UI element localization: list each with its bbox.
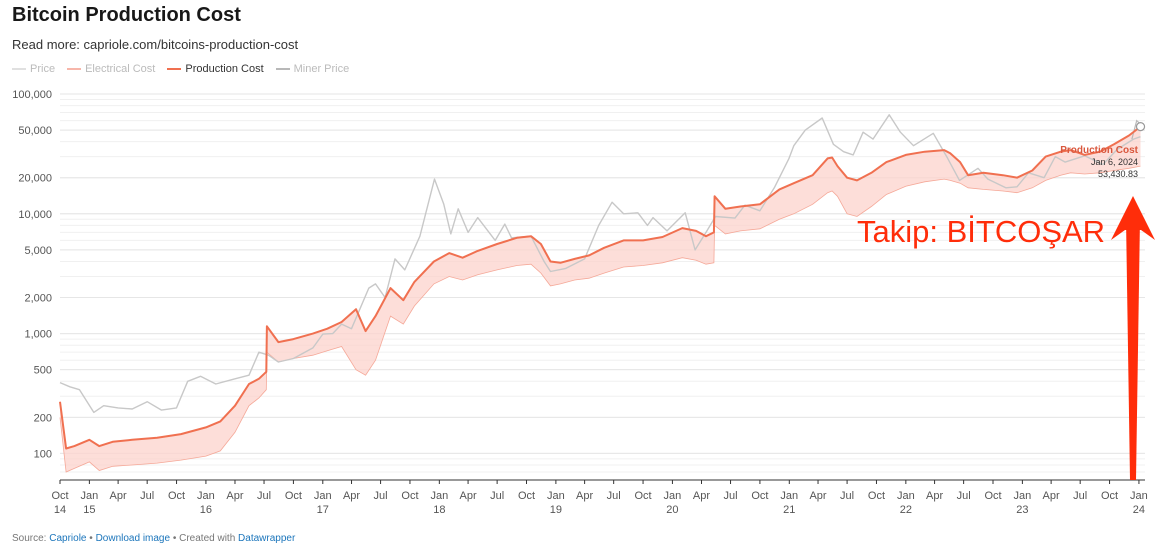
y-tick-label: 5,000: [24, 245, 52, 257]
legend-label-price: Price: [30, 63, 56, 75]
x-tick-year-label: 24: [1133, 504, 1145, 516]
y-tick-label: 100,000: [12, 89, 52, 101]
x-tick-label: Jul: [957, 490, 971, 502]
x-tick-label: Jan: [314, 490, 332, 502]
x-tick-label: Apr: [343, 490, 360, 502]
x-tick-label: Apr: [1043, 490, 1060, 502]
x-tick-label: Oct: [285, 490, 302, 502]
legend-label-electrical-cost: Electrical Cost: [85, 63, 156, 75]
footer-sep-1: •: [86, 533, 96, 544]
x-tick-label: Oct: [984, 490, 1001, 502]
x-tick-year-label: 14: [54, 504, 66, 516]
x-tick-year-label: 21: [783, 504, 795, 516]
x-tick-label: Apr: [809, 490, 826, 502]
x-tick-label: Apr: [110, 490, 127, 502]
electrical-cost-line: [59, 165, 1141, 473]
tooltip-value: 53,430.83: [1098, 169, 1138, 179]
legend-label-production-cost: Production Cost: [185, 63, 264, 75]
download-image-link[interactable]: Download image: [95, 533, 171, 544]
up-arrow-icon: [1111, 196, 1155, 480]
arrow-shaft: [1126, 218, 1140, 480]
tooltip: Production Cost Jan 6, 2024 53,430.83: [1060, 122, 1146, 179]
electrical-cost-band: [60, 126, 1141, 472]
source-link[interactable]: Capriole: [49, 533, 87, 544]
x-tick-year-label: 20: [666, 504, 678, 516]
x-tick-year-label: 17: [317, 504, 329, 516]
x-tick-year-label: 22: [900, 504, 912, 516]
y-tick-label: 2,000: [24, 293, 52, 305]
x-tick-year-label: 19: [550, 504, 562, 516]
footer: Source: Capriole • Download image • Crea…: [12, 533, 295, 544]
y-tick-label: 20,000: [18, 173, 52, 185]
tooltip-marker: [1135, 122, 1146, 132]
legend-item-electrical-cost[interactable]: Electrical Cost: [67, 63, 155, 75]
legend-swatch-production-cost: [167, 68, 182, 70]
y-tick-label: 500: [34, 365, 52, 377]
y-tick-label: 10,000: [18, 209, 52, 221]
y-tick-label: 50,000: [18, 125, 52, 137]
y-tick-label: 200: [34, 412, 52, 424]
x-tick-label: Jan: [780, 490, 798, 502]
x-tick-label: Jan: [547, 490, 565, 502]
x-tick-label: Apr: [226, 490, 243, 502]
legend: Price Electrical Cost Production Cost Mi…: [12, 63, 349, 75]
x-tick-label: Jul: [374, 490, 388, 502]
x-tick-label: Jan: [430, 490, 448, 502]
x-tick-year-label: 18: [433, 504, 445, 516]
y-tick-label: 1,000: [24, 329, 52, 341]
x-tick-label: Apr: [576, 490, 593, 502]
legend-swatch-electrical-cost: [67, 68, 82, 70]
x-tick-label: Oct: [518, 490, 535, 502]
x-tick-label: Oct: [51, 490, 68, 502]
x-tick-label: Jan: [1014, 490, 1032, 502]
x-tick-label: Jul: [724, 490, 738, 502]
arrow-head: [1111, 196, 1155, 240]
y-tick-label: 100: [34, 448, 52, 460]
tooltip-series: Production Cost: [1060, 145, 1138, 156]
legend-item-miner-price[interactable]: Miner Price: [275, 63, 350, 75]
cost-band: [59, 126, 1141, 473]
x-tick-label: Oct: [751, 490, 768, 502]
x-tick-label: Oct: [634, 490, 651, 502]
x-tick-year-label: 16: [200, 504, 212, 516]
x-tick-label: Oct: [401, 490, 418, 502]
chart-title: Bitcoin Production Cost: [12, 4, 241, 26]
legend-swatch-miner-price: [275, 68, 290, 70]
footer-sep-2: • Created with: [170, 533, 239, 544]
x-tick-label: Jan: [81, 490, 99, 502]
x-tick-label: Jan: [1130, 490, 1148, 502]
series-lines: [59, 114, 1142, 450]
chart-plot: 100 200 500 1,000 2,000 5,000 10,000 20,000 50,0…: [12, 89, 1155, 516]
x-tick-year-label: 15: [83, 504, 95, 516]
x-tick-label: Jan: [197, 490, 215, 502]
x-tick-label: Jul: [140, 490, 154, 502]
x-tick-label: Oct: [168, 490, 185, 502]
x-tick-year-label: 23: [1016, 504, 1028, 516]
x-tick-label: Oct: [868, 490, 885, 502]
tooltip-date: Jan 6, 2024: [1091, 157, 1138, 167]
x-tick-label: Jul: [607, 490, 621, 502]
chart-subtitle: Read more: capriole.com/bitcoins-product…: [12, 37, 299, 52]
x-tick-label: Apr: [693, 490, 710, 502]
production-cost-line: [59, 125, 1142, 450]
datawrapper-link[interactable]: Datawrapper: [238, 533, 296, 544]
x-tick-label: Oct: [1101, 490, 1118, 502]
x-tick-label: Jan: [664, 490, 682, 502]
footer-source-prefix: Source:: [12, 533, 50, 544]
legend-label-miner-price: Miner Price: [293, 63, 350, 75]
x-tick-label: Jan: [897, 490, 915, 502]
x-tick-label: Apr: [926, 490, 943, 502]
axis-ticks: 100 200 500 1,000 2,000 5,000 10,000 20,000 50,0…: [12, 89, 1148, 516]
annotation-text: Takip: BİTCOŞAR: [857, 214, 1106, 249]
x-tick-label: Jul: [257, 490, 271, 502]
x-tick-label: Apr: [460, 490, 477, 502]
legend-item-price[interactable]: Price: [12, 63, 55, 75]
x-tick-label: Jul: [490, 490, 504, 502]
x-tick-label: Jul: [840, 490, 854, 502]
legend-swatch-price: [12, 68, 26, 70]
x-tick-label: Jul: [1073, 490, 1087, 502]
legend-item-production-cost[interactable]: Production Cost: [167, 63, 264, 75]
